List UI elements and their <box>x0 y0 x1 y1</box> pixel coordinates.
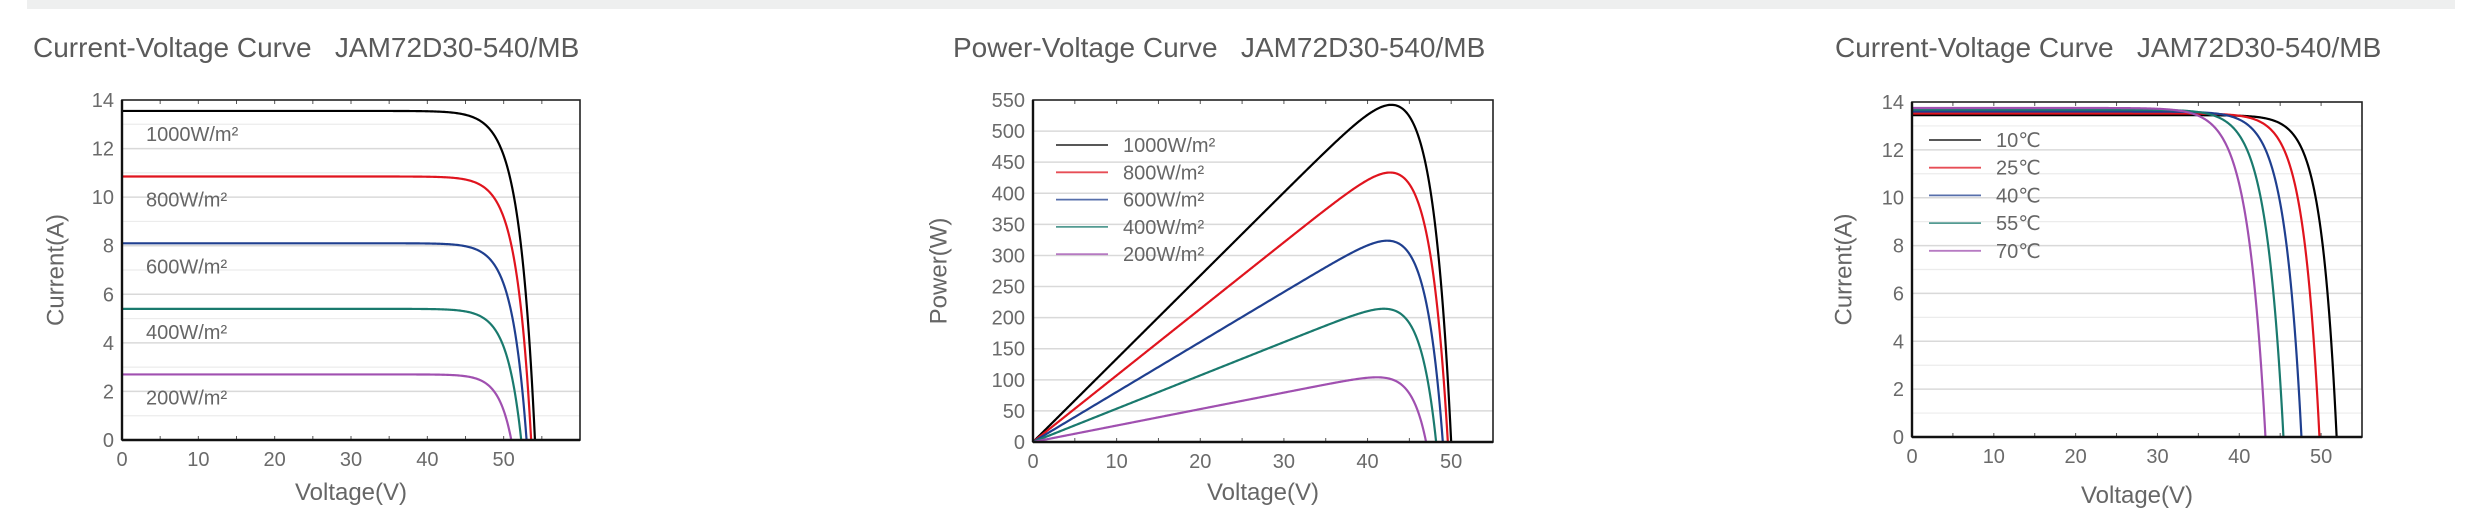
legend-label: 25℃ <box>1996 158 2041 180</box>
y-tick-label: 150 <box>992 339 1025 361</box>
legend-label: 70℃ <box>1996 241 2041 263</box>
top-bar <box>27 0 2455 9</box>
y-tick-label: 12 <box>1882 140 1904 162</box>
plot-area <box>1033 100 1493 442</box>
chart-title-text: Current-Voltage Curve <box>33 32 312 63</box>
chart-title-iv-irradiance: Current-Voltage Curve JAM72D30-540/MB <box>33 32 579 64</box>
legend-label: 10℃ <box>1996 130 2041 152</box>
y-tick-label: 10 <box>1882 188 1904 210</box>
x-tick-label: 30 <box>1273 451 1295 473</box>
x-tick-label: 20 <box>264 449 286 471</box>
x-tick-label: 40 <box>2228 446 2250 468</box>
y-tick-label: 2 <box>103 381 114 403</box>
x-axis-title: Voltage(V) <box>1207 479 1319 506</box>
series-line-2 <box>121 242 528 441</box>
legend-label: 55℃ <box>1996 213 2041 235</box>
chart-title-text: Power-Voltage Curve <box>953 32 1218 63</box>
series-line-0 <box>1032 103 1453 443</box>
y-tick-label: 200 <box>992 308 1025 330</box>
curve-label: 400W/m² <box>146 322 227 344</box>
y-tick-label: 100 <box>992 370 1025 392</box>
x-tick-label: 40 <box>416 449 438 471</box>
x-tick-label: 10 <box>187 449 209 471</box>
pv-irradiance-chart: 0 50 100 150 200 250 300 350 400 450 500 550 0 10 20 30… <box>925 90 1494 506</box>
y-tick-label: 450 <box>992 152 1025 174</box>
y-tick-label: 8 <box>103 236 114 258</box>
legend-label: 800W/m² <box>1123 162 1204 184</box>
x-tick-label: 50 <box>2310 446 2332 468</box>
series-line-1 <box>121 175 533 441</box>
iv-temperature-chart: 0 2 4 6 8 10 12 14 0 10 20 30 40 50 10℃ 25℃ 40℃ 55℃ 70℃ Vol… <box>1830 92 2363 509</box>
series-line-4 <box>121 373 513 441</box>
x-tick-label: 30 <box>2146 446 2168 468</box>
y-tick-label: 10 <box>92 187 114 209</box>
chart-model-text: JAM72D30-540/MB <box>1240 32 1486 63</box>
y-tick-label: 300 <box>992 245 1025 267</box>
legend-label: 200W/m² <box>1123 244 1204 266</box>
y-tick-label: 350 <box>992 214 1025 236</box>
x-tick-label: 20 <box>2065 446 2087 468</box>
chart-title-text: Current-Voltage Curve <box>1835 32 2114 63</box>
curve-label: 600W/m² <box>146 256 227 278</box>
chart-model-text: JAM72D30-540/MB <box>2136 32 2382 63</box>
legend-label: 600W/m² <box>1123 190 1204 212</box>
chart-title-iv-temperature: Current-Voltage Curve JAM72D30-540/MB <box>1835 32 2381 64</box>
x-tick-label: 10 <box>1106 451 1128 473</box>
series-line-2 <box>1911 110 2303 438</box>
x-tick-label: 50 <box>493 449 515 471</box>
y-tick-label: 500 <box>992 121 1025 143</box>
curve-label: 1000W/m² <box>146 124 239 146</box>
x-axis-title: Voltage(V) <box>2081 482 2193 509</box>
y-tick-label: 250 <box>992 277 1025 299</box>
series-line-3 <box>1911 108 2285 438</box>
iv-irradiance-chart: 0 2 4 6 8 10 12 14 0 10 20 30 40 50 1000W/m² 800W/m² 600… <box>42 90 581 506</box>
x-tick-label: 10 <box>1983 446 2005 468</box>
y-axis-title: Current(A) <box>42 214 69 326</box>
y-tick-label: 12 <box>92 139 114 161</box>
y-axis-title: Current(A) <box>1830 213 1857 325</box>
y-tick-label: 0 <box>103 430 114 452</box>
series-line-1 <box>1911 112 2321 438</box>
y-tick-label: 14 <box>92 90 114 112</box>
series-line-0 <box>1911 114 2338 438</box>
y-tick-label: 400 <box>992 183 1025 205</box>
x-tick-label: 50 <box>1440 451 1462 473</box>
chart-title-pv-irradiance: Power-Voltage Curve JAM72D30-540/MB <box>953 32 1485 64</box>
y-tick-label: 6 <box>1893 283 1904 305</box>
curve-label: 800W/m² <box>146 190 227 212</box>
y-tick-label: 14 <box>1882 92 1904 114</box>
series-line-3 <box>121 307 523 441</box>
y-tick-label: 8 <box>1893 236 1904 258</box>
y-tick-label: 0 <box>1893 427 1904 449</box>
curve-label: 200W/m² <box>146 387 227 409</box>
x-tick-label: 0 <box>116 449 127 471</box>
y-tick-label: 0 <box>1014 432 1025 454</box>
y-tick-label: 550 <box>992 90 1025 112</box>
y-tick-label: 4 <box>1893 331 1904 353</box>
series-line-4 <box>1032 376 1428 444</box>
series-line-4 <box>1911 106 2267 438</box>
x-tick-label: 20 <box>1189 451 1211 473</box>
y-tick-label: 4 <box>103 333 114 355</box>
legend-label: 400W/m² <box>1123 217 1204 239</box>
y-tick-label: 50 <box>1003 401 1025 423</box>
chart-model-text: JAM72D30-540/MB <box>334 32 580 63</box>
series-line-3 <box>1032 307 1438 444</box>
y-tick-label: 6 <box>103 284 114 306</box>
x-tick-label: 40 <box>1356 451 1378 473</box>
x-tick-label: 30 <box>340 449 362 471</box>
series-line-1 <box>1032 171 1449 443</box>
y-axis-title: Power(W) <box>925 218 952 325</box>
series-line-2 <box>1032 239 1444 443</box>
legend-label: 1000W/m² <box>1123 135 1216 157</box>
series-line-0 <box>121 109 537 441</box>
x-axis-title: Voltage(V) <box>295 479 407 506</box>
legend-label: 40℃ <box>1996 185 2041 207</box>
y-tick-label: 2 <box>1893 379 1904 401</box>
x-tick-label: 0 <box>1027 451 1038 473</box>
x-tick-label: 0 <box>1906 446 1917 468</box>
